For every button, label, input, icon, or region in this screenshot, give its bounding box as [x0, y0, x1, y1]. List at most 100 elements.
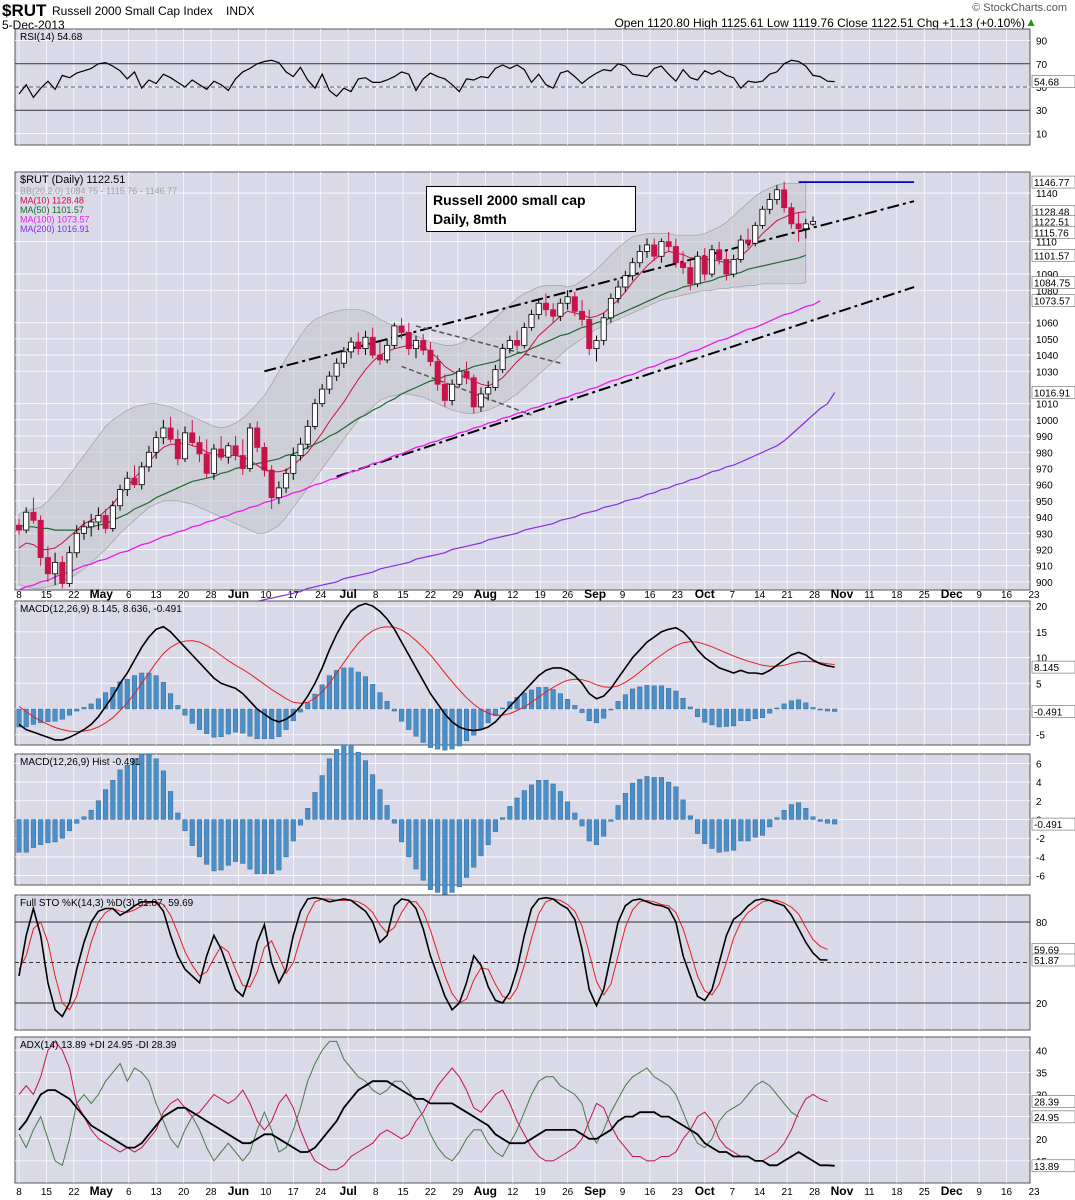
hist-bar — [637, 779, 643, 820]
price-tick-label: 1050 — [1036, 335, 1059, 346]
price-value-label: 1122.51 — [1034, 217, 1070, 228]
hist-bar — [478, 819, 484, 857]
macd-hist-bar — [88, 703, 94, 710]
x-axis-label: 23 — [1028, 1187, 1040, 1198]
candle-body — [629, 262, 636, 277]
candle-body — [153, 437, 160, 453]
candle-body — [131, 477, 138, 486]
candle-body — [210, 448, 217, 474]
candle-body — [759, 208, 766, 226]
candle-body — [672, 246, 679, 264]
candle-body — [225, 445, 232, 458]
hist-bar — [95, 800, 101, 820]
candle-body — [232, 445, 239, 456]
macd-hist-bar — [471, 708, 477, 736]
candle-body — [333, 362, 340, 377]
candle-body — [651, 244, 658, 257]
macd-hist-bar — [514, 696, 520, 710]
hist-bar — [124, 765, 130, 820]
x-axis-label: 19 — [535, 1187, 547, 1198]
hist-bar — [593, 819, 599, 845]
macd-hist-bar — [370, 684, 376, 710]
x-axis-label: 6 — [126, 1187, 132, 1198]
hist-bar — [435, 819, 441, 893]
macd-hist-bar — [824, 708, 830, 712]
macd-hist-bar — [666, 688, 672, 710]
price-value-label: 1115.76 — [1034, 228, 1069, 239]
x-axis-label: 17 — [288, 1187, 300, 1198]
price-tick-label: 920 — [1036, 545, 1053, 556]
adx-value-box — [1031, 1159, 1075, 1173]
macd-tick-label: 5 — [1036, 679, 1042, 690]
candle-body — [413, 340, 420, 349]
candle-body — [456, 370, 463, 385]
candle-body — [254, 427, 261, 448]
hist-bar — [579, 819, 585, 827]
candle-body — [405, 331, 412, 349]
stochastic-value-label: 59.69 — [1034, 945, 1059, 956]
macd-hist-bar — [695, 708, 701, 717]
candle-body — [44, 557, 51, 575]
macd-hist-bar — [810, 707, 816, 710]
index-name: Russell 2000 Small Cap Index — [52, 4, 213, 18]
hist-bar — [752, 819, 758, 838]
x-axis-label: 9 — [976, 590, 982, 601]
macd-hist-tick-label: 4 — [1036, 778, 1042, 789]
hist-bar — [52, 819, 58, 843]
x-axis-label: 22 — [425, 590, 437, 601]
x-axis-label: Dec — [941, 587, 963, 601]
rsi-tick-label: 10 — [1036, 129, 1048, 140]
candle-body — [535, 302, 542, 315]
candle-body — [95, 515, 102, 523]
candle-body — [326, 375, 333, 390]
macd-hist-bar — [211, 708, 217, 738]
macd-hist-bar — [59, 708, 65, 720]
x-axis-label: 9 — [976, 1187, 982, 1198]
macd-hist-tick-label: 2 — [1036, 797, 1042, 808]
macd-hist-bar — [391, 708, 397, 712]
x-axis-label: 25 — [919, 590, 931, 601]
candle-body — [745, 239, 752, 244]
x-axis-label: 15 — [41, 1187, 53, 1198]
hist-bar — [261, 819, 267, 874]
price-tick-label: 1060 — [1036, 319, 1059, 330]
macd-hist-bar — [752, 708, 758, 719]
candle-body — [182, 432, 189, 460]
price-tick-label: 1140 — [1036, 189, 1058, 200]
macd-hist-bar — [67, 708, 73, 716]
macd-hist-bar — [529, 689, 535, 710]
price-tick-label: 1110 — [1036, 238, 1057, 249]
candle-body — [607, 297, 614, 319]
rsi-tick-label: 70 — [1036, 60, 1048, 71]
macd-hist-tick-label: -2 — [1036, 834, 1045, 845]
macd-hist-bar — [23, 708, 29, 728]
hist-bar — [377, 789, 383, 820]
lower-channel-trendline — [336, 286, 915, 478]
x-axis-label: Oct — [695, 1184, 715, 1198]
x-axis-label: 28 — [205, 1187, 217, 1198]
hist-bar — [341, 744, 347, 820]
hist-bar — [240, 819, 246, 864]
candle-body — [15, 524, 22, 531]
price-value-label: 1146.77 — [1034, 178, 1070, 189]
macd-hist-bar — [630, 688, 636, 710]
x-axis-label: 21 — [782, 1187, 794, 1198]
adx-value-label: 24.95 — [1034, 1113, 1059, 1124]
macd-hist-bar — [759, 708, 765, 718]
hist-bar — [471, 819, 477, 868]
candle-body — [138, 466, 145, 486]
hist-bar — [644, 776, 650, 820]
macd-hist-bar — [709, 708, 715, 726]
hist-bar — [391, 819, 397, 824]
hist-bar — [622, 793, 628, 820]
candle-body — [550, 309, 557, 317]
macd-hist-bar — [240, 708, 246, 734]
candle-body — [427, 349, 434, 362]
hist-bar — [456, 819, 462, 888]
macd-hist-bar — [146, 672, 152, 710]
hist-bar — [781, 809, 787, 820]
hist-bar — [38, 819, 44, 845]
candle-body — [802, 223, 809, 230]
price-legend-entry: MA(10) 1128.48 — [20, 196, 84, 206]
adx-value-label: 13.89 — [1034, 1162, 1059, 1173]
